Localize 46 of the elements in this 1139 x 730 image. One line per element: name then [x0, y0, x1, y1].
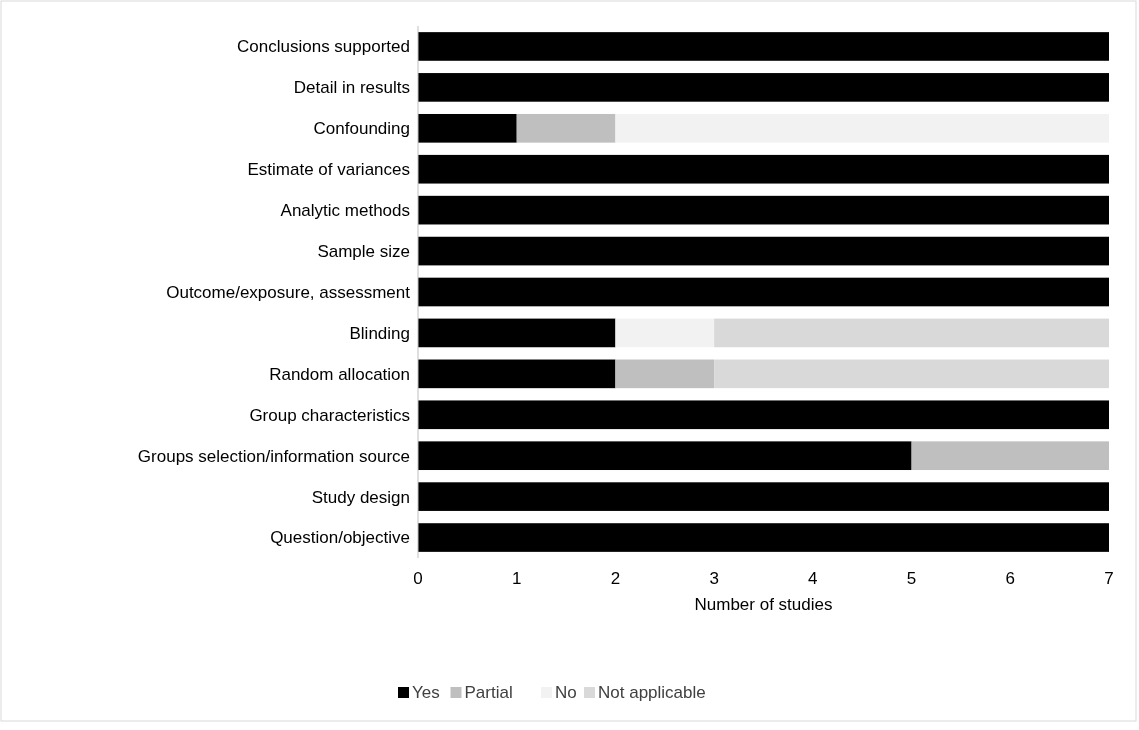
y-tick-label: Group characteristics: [249, 405, 410, 425]
bar: [615, 359, 715, 389]
bar: [516, 113, 616, 143]
y-tick-label: Outcome/exposure, assessment: [166, 282, 411, 302]
bar: [418, 523, 1109, 552]
x-tick-label: 5: [906, 569, 917, 588]
bar: [418, 482, 1109, 511]
x-tick-label: 4: [808, 569, 818, 588]
bar: [615, 113, 1109, 143]
y-tick-label: Blinding: [349, 323, 410, 343]
x-tick-label: 7: [1104, 569, 1114, 588]
legend-label: Not applicable: [598, 683, 706, 702]
y-tick-label: Confounding: [313, 119, 410, 139]
y-tick-label: Study design: [311, 487, 410, 507]
bar: [418, 32, 1109, 61]
bar: [714, 359, 1109, 389]
legend-label: Yes: [412, 683, 440, 702]
x-tick-label: 0: [413, 569, 423, 588]
y-tick-label: Sample size: [317, 242, 410, 262]
y-tick-label: Analytic methods: [280, 201, 410, 221]
legend-label: Partial: [464, 683, 513, 702]
y-tick-label: Random allocation: [269, 364, 410, 384]
bar: [615, 318, 715, 348]
bar: [418, 277, 1109, 307]
bar: [418, 441, 912, 471]
bar: [418, 113, 517, 143]
bar: [418, 154, 1109, 184]
y-tick-label: Conclusions supported: [237, 37, 410, 57]
bar: [418, 236, 1109, 266]
bar: [418, 195, 1109, 225]
legend-label: No: [555, 683, 577, 702]
bar: [418, 359, 616, 389]
bar: [418, 318, 616, 348]
y-tick-label: Question/objective: [270, 528, 410, 548]
y-tick-label: Estimate of variances: [247, 160, 410, 180]
y-tick-label: Detail in results: [293, 78, 410, 98]
x-axis-title: Number of studies: [694, 595, 833, 614]
bar: [714, 318, 1109, 348]
y-tick-label: Groups selection/information source: [137, 446, 410, 466]
x-tick-label: 2: [610, 569, 621, 588]
bar: [911, 441, 1109, 471]
x-tick-label: 6: [1005, 569, 1016, 588]
x-tick-label: 3: [709, 569, 719, 588]
bar: [418, 73, 1109, 102]
x-tick-label: 1: [511, 569, 522, 588]
bar: [418, 400, 1109, 430]
